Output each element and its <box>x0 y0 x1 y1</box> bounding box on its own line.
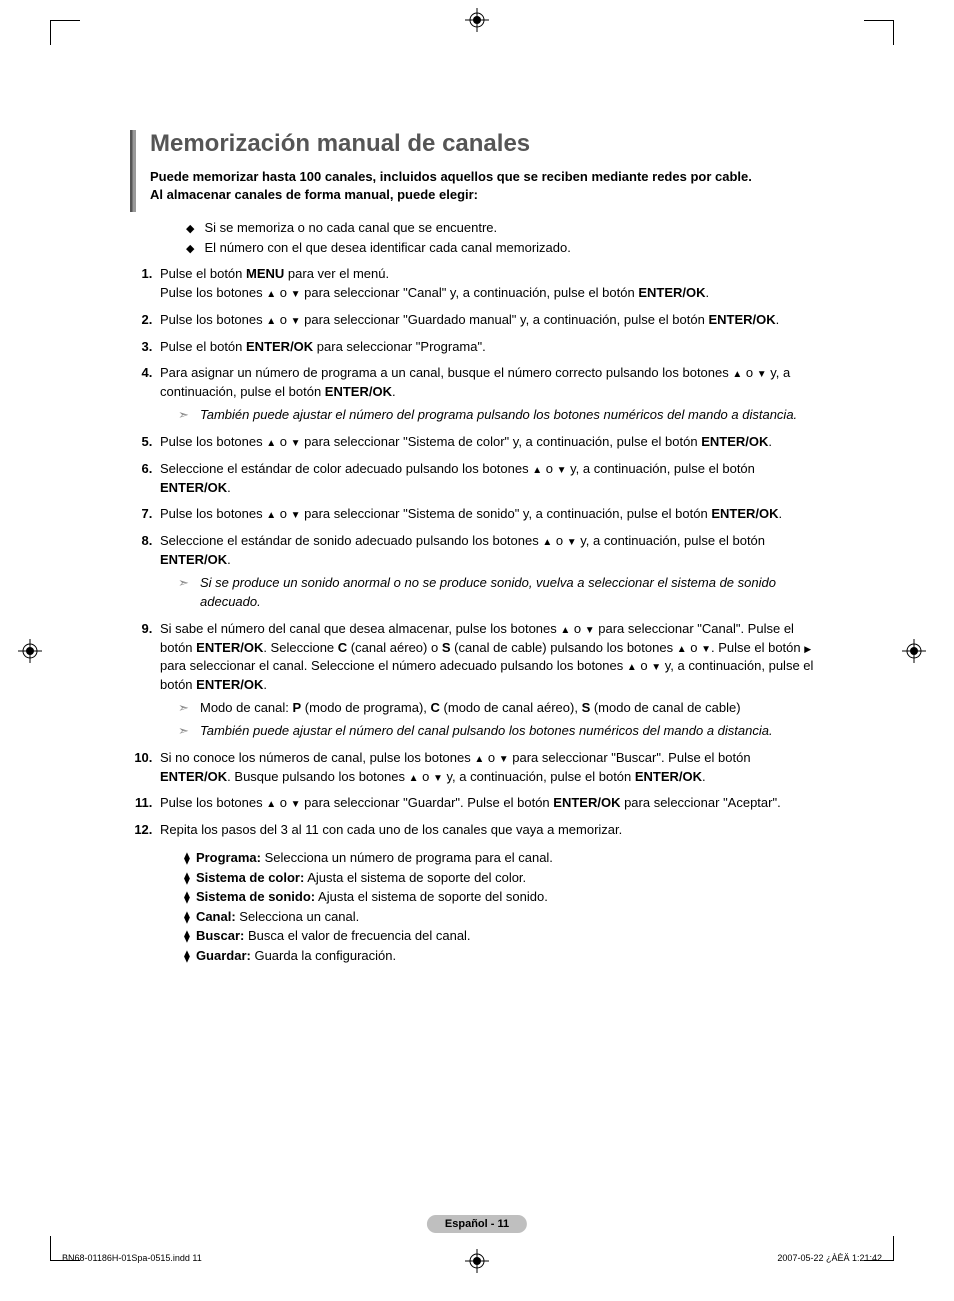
down-arrow-icon <box>291 312 301 327</box>
title-block: Memorización manual de canales Puede mem… <box>130 130 824 212</box>
step-note: Si se produce un sonido anormal o no se … <box>178 574 824 612</box>
up-arrow-icon <box>266 434 276 449</box>
step-7: Pulse los botones o para seleccionar "Si… <box>156 505 824 524</box>
definition-item: Sistema de color: Ajusta el sistema de s… <box>184 868 824 888</box>
step-1: Pulse el botón MENU para ver el menú. Pu… <box>156 265 824 303</box>
step-11: Pulse los botones o para seleccionar "Gu… <box>156 794 824 813</box>
registration-mark-icon <box>18 639 42 663</box>
down-arrow-icon <box>701 640 711 655</box>
intro-bullet: Si se memoriza o no cada canal que se en… <box>186 218 824 238</box>
intro-line-1: Puede memorizar hasta 100 canales, inclu… <box>150 169 752 184</box>
right-arrow-icon <box>804 640 811 655</box>
up-arrow-icon <box>409 769 419 784</box>
down-arrow-icon <box>433 769 443 784</box>
up-arrow-icon <box>266 795 276 810</box>
registration-mark-icon <box>465 8 489 32</box>
down-arrow-icon <box>585 621 595 636</box>
step-5: Pulse los botones o para seleccionar "Si… <box>156 433 824 452</box>
up-arrow-icon <box>732 365 742 380</box>
step-8: Seleccione el estándar de sonido adecuad… <box>156 532 824 611</box>
up-arrow-icon <box>627 658 637 673</box>
registration-mark-icon <box>902 639 926 663</box>
crop-mark <box>50 1236 51 1261</box>
step-10: Si no conoce los números de canal, pulse… <box>156 749 824 787</box>
footer-filename: BN68-01186H-01Spa-0515.indd 11 <box>62 1253 202 1263</box>
definitions-list: Programa: Selecciona un número de progra… <box>184 848 824 965</box>
definition-item: Programa: Selecciona un número de progra… <box>184 848 824 868</box>
step-4: Para asignar un número de programa a un … <box>156 364 824 425</box>
up-arrow-icon <box>532 461 542 476</box>
down-arrow-icon <box>291 434 301 449</box>
crop-mark <box>864 20 894 21</box>
crop-mark <box>50 20 80 21</box>
step-6: Seleccione el estándar de color adecuado… <box>156 460 824 498</box>
down-arrow-icon <box>499 750 509 765</box>
up-arrow-icon <box>266 312 276 327</box>
intro-bullet: El número con el que desea identificar c… <box>186 238 824 258</box>
definition-item: Guardar: Guarda la configuración. <box>184 946 824 966</box>
step-note: También puede ajustar el número del prog… <box>178 406 824 425</box>
definition-item: Sistema de sonido: Ajusta el sistema de … <box>184 887 824 907</box>
up-arrow-icon <box>266 506 276 521</box>
up-arrow-icon <box>542 533 552 548</box>
footer-timestamp: 2007-05-22 ¿ÀÈÄ 1:21:42 <box>777 1253 882 1263</box>
down-arrow-icon <box>291 285 301 300</box>
up-arrow-icon <box>474 750 484 765</box>
crop-mark <box>893 20 894 45</box>
crop-mark <box>50 20 51 45</box>
step-9: Si sabe el número del canal que desea al… <box>156 620 824 741</box>
page-number-badge: Español - 11 <box>427 1215 527 1233</box>
steps-list: Pulse el botón MENU para ver el menú. Pu… <box>130 265 824 840</box>
down-arrow-icon <box>291 795 301 810</box>
definition-item: Buscar: Busca el valor de frecuencia del… <box>184 926 824 946</box>
down-arrow-icon <box>557 461 567 476</box>
down-arrow-icon <box>651 658 661 673</box>
step-2: Pulse los botones o para seleccionar "Gu… <box>156 311 824 330</box>
intro-text: Puede memorizar hasta 100 canales, inclu… <box>150 168 824 203</box>
step-note: También puede ajustar el número del cana… <box>178 722 824 741</box>
down-arrow-icon <box>567 533 577 548</box>
print-footer: BN68-01186H-01Spa-0515.indd 11 2007-05-2… <box>62 1253 882 1263</box>
definition-item: Canal: Selecciona un canal. <box>184 907 824 927</box>
down-arrow-icon <box>757 365 767 380</box>
step-12: Repita los pasos del 3 al 11 con cada un… <box>156 821 824 840</box>
title-bar-icon <box>130 130 136 212</box>
crop-mark <box>893 1236 894 1261</box>
down-arrow-icon <box>291 506 301 521</box>
manual-page: Memorización manual de canales Puede mem… <box>0 0 954 1301</box>
page-title: Memorización manual de canales <box>150 130 824 158</box>
up-arrow-icon <box>266 285 276 300</box>
up-arrow-icon <box>677 640 687 655</box>
intro-line-2: Al almacenar canales de forma manual, pu… <box>150 187 478 202</box>
up-arrow-icon <box>560 621 570 636</box>
step-note: Modo de canal: P (modo de programa), C (… <box>178 699 824 718</box>
intro-bullets: Si se memoriza o no cada canal que se en… <box>186 218 824 257</box>
content-area: Memorización manual de canales Puede mem… <box>50 20 904 965</box>
step-3: Pulse el botón ENTER/OK para seleccionar… <box>156 338 824 357</box>
